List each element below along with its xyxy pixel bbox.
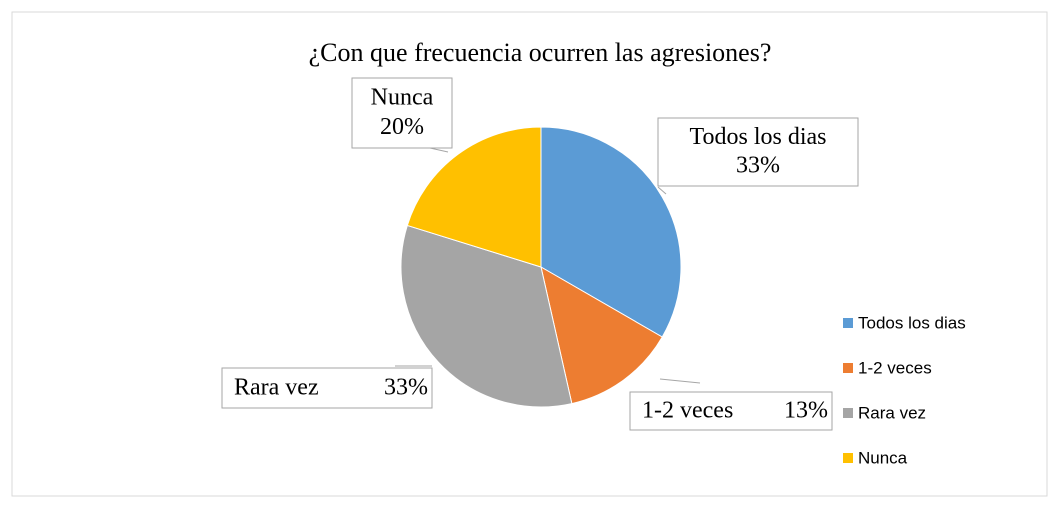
data-label-name: Nunca bbox=[371, 85, 434, 111]
pie-slice bbox=[400, 224, 573, 408]
legend-label: Rara vez bbox=[858, 403, 926, 422]
data-label-box bbox=[657, 117, 859, 187]
leader-line bbox=[429, 147, 449, 153]
pie-slice bbox=[540, 265, 663, 405]
legend-label: Todos los dias bbox=[858, 313, 966, 332]
data-label-box bbox=[629, 391, 833, 431]
data-label-box bbox=[221, 367, 433, 409]
legend-swatch bbox=[843, 453, 853, 463]
pie-slice bbox=[540, 126, 682, 338]
data-label-name: Todos los dias bbox=[690, 124, 827, 150]
data-label-name: Rara vez bbox=[234, 375, 319, 401]
data-label-name: 1-2 veces bbox=[642, 398, 733, 424]
chart-title: ¿Con que frecuencia ocurren las agresion… bbox=[309, 38, 772, 67]
data-label-value: 20% bbox=[380, 114, 424, 140]
legend-label: Nunca bbox=[858, 448, 908, 467]
data-label-box bbox=[351, 77, 453, 149]
leader-line bbox=[659, 378, 701, 384]
pie-slice bbox=[406, 126, 542, 268]
data-label-value: 33% bbox=[736, 152, 780, 178]
legend-swatch bbox=[843, 363, 853, 373]
data-label-value: 33% bbox=[384, 375, 428, 401]
data-label-value: 13% bbox=[784, 398, 828, 424]
legend-swatch bbox=[843, 318, 853, 328]
leader-line bbox=[657, 186, 667, 195]
legend-swatch bbox=[843, 408, 853, 418]
legend-label: 1-2 veces bbox=[858, 358, 932, 377]
